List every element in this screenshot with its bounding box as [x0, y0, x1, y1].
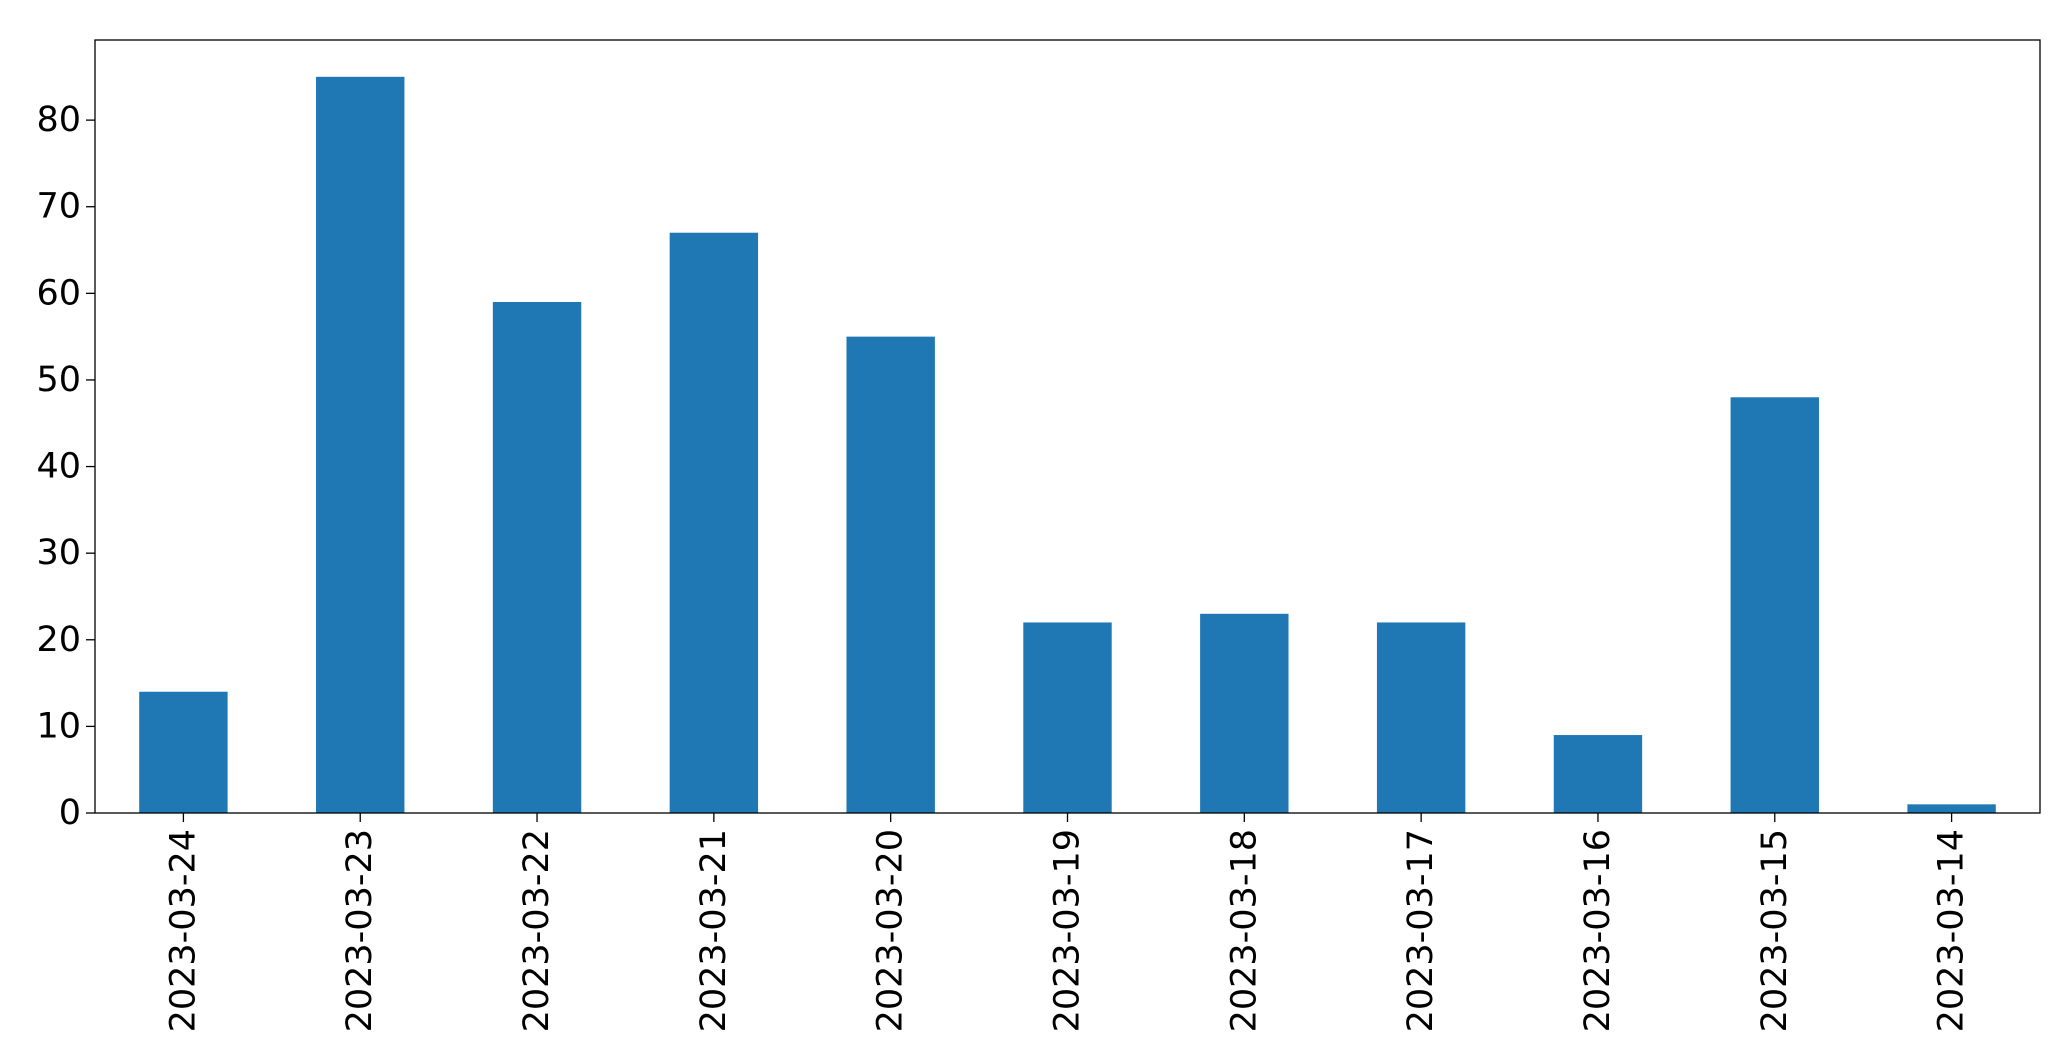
bar-2023-03-24 — [139, 691, 228, 813]
x-tick-label: 2023-03-14 — [1932, 829, 1972, 1032]
y-tick-label: 60 — [36, 273, 81, 313]
x-tick-label: 2023-03-21 — [694, 829, 734, 1032]
x-tick-label: 2023-03-16 — [1578, 829, 1618, 1032]
x-tick-label: 2023-03-17 — [1401, 829, 1441, 1032]
x-tick-label: 2023-03-24 — [163, 829, 203, 1032]
y-tick-label: 40 — [36, 447, 81, 487]
bar-2023-03-18 — [1200, 613, 1289, 813]
bar-2023-03-20 — [846, 336, 935, 813]
y-tick-label: 70 — [36, 187, 81, 227]
x-tick-label: 2023-03-18 — [1224, 829, 1264, 1032]
plot-frame — [94, 39, 2041, 814]
x-tick-label: 2023-03-22 — [517, 829, 557, 1032]
x-tick-label: 2023-03-20 — [871, 829, 911, 1032]
y-tick-label: 0 — [59, 793, 81, 833]
y-tick-label: 80 — [36, 100, 81, 140]
x-axis: 2023-03-24 2023-03-23 2023-03-22 2023-03-21… — [163, 813, 1972, 1032]
y-tick-label: 30 — [36, 533, 81, 573]
y-tick-label: 10 — [36, 706, 81, 746]
y-tick-label: 20 — [36, 620, 81, 660]
bar-2023-03-19 — [1023, 622, 1112, 813]
bar-2023-03-22 — [492, 301, 582, 813]
bar-2023-03-17 — [1376, 622, 1466, 813]
bar-2023-03-15 — [1730, 397, 1819, 813]
bar-2023-03-14 — [1907, 804, 1996, 813]
x-tick-label: 2023-03-15 — [1755, 829, 1795, 1032]
bar-2023-03-16 — [1553, 735, 1643, 813]
bars-layer — [139, 76, 1996, 814]
bar-2023-03-23 — [316, 76, 405, 814]
y-tick-label: 50 — [36, 360, 81, 400]
y-axis: 0 10 20 30 40 50 60 70 80 — [36, 100, 95, 833]
x-tick-label: 2023-03-23 — [340, 829, 380, 1032]
x-tick-label: 2023-03-19 — [1048, 829, 1088, 1032]
bar-2023-03-21 — [669, 232, 759, 813]
